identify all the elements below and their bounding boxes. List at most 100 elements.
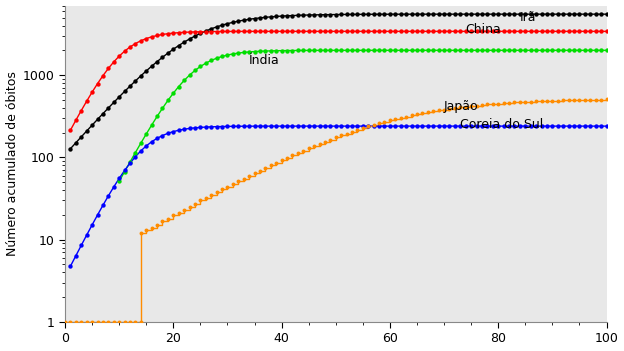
Point: [504, 123, 514, 129]
Point: [206, 26, 216, 32]
Point: [558, 123, 568, 129]
Point: [179, 207, 189, 213]
Point: [179, 78, 189, 83]
Point: [444, 106, 454, 112]
Point: [260, 28, 270, 34]
Point: [206, 124, 216, 130]
Point: [276, 13, 286, 19]
Point: [152, 33, 162, 38]
Point: [331, 47, 341, 53]
Point: [104, 105, 114, 111]
Point: [461, 28, 470, 34]
Point: [472, 11, 482, 17]
Point: [293, 13, 303, 18]
Point: [92, 212, 102, 218]
Point: [602, 123, 612, 129]
Point: [163, 98, 173, 103]
Point: [250, 171, 260, 176]
Point: [391, 116, 401, 122]
Point: [185, 36, 195, 42]
Point: [472, 103, 482, 108]
Point: [439, 28, 449, 34]
Point: [120, 169, 130, 174]
Point: [282, 28, 292, 34]
Point: [580, 28, 590, 34]
Point: [407, 112, 417, 118]
Point: [531, 11, 541, 17]
Point: [379, 28, 389, 34]
Point: [428, 108, 438, 114]
Point: [499, 123, 509, 129]
Point: [379, 47, 389, 53]
Point: [282, 155, 292, 161]
Point: [239, 124, 249, 129]
Point: [347, 129, 357, 134]
Point: [288, 153, 298, 158]
Point: [217, 22, 227, 28]
Point: [244, 28, 254, 34]
Point: [298, 28, 308, 34]
Point: [114, 94, 124, 100]
Point: [450, 105, 460, 111]
Point: [309, 123, 319, 129]
Point: [320, 47, 330, 53]
Point: [223, 184, 233, 190]
Point: [553, 11, 563, 17]
Point: [369, 123, 379, 129]
Point: [109, 184, 119, 190]
Point: [596, 28, 606, 34]
Point: [223, 29, 233, 34]
Point: [190, 68, 200, 73]
Point: [271, 160, 281, 166]
Point: [407, 47, 417, 53]
Point: [98, 73, 108, 79]
Point: [472, 47, 482, 53]
Point: [466, 123, 476, 129]
Point: [537, 123, 547, 129]
Point: [92, 117, 102, 122]
Point: [298, 48, 308, 53]
Point: [547, 11, 557, 17]
Point: [212, 29, 222, 34]
Point: [136, 230, 146, 236]
Point: [353, 47, 363, 53]
Point: [98, 319, 108, 325]
Point: [168, 212, 178, 218]
Point: [466, 103, 476, 109]
Point: [195, 125, 205, 130]
Point: [331, 28, 341, 34]
Point: [423, 47, 433, 53]
Point: [255, 168, 265, 173]
Point: [401, 47, 411, 53]
Point: [336, 12, 346, 17]
Point: [472, 123, 482, 129]
Point: [575, 97, 585, 103]
Point: [309, 48, 319, 53]
Point: [163, 31, 173, 37]
Point: [173, 30, 183, 35]
Point: [298, 148, 308, 153]
Point: [596, 11, 606, 17]
Point: [136, 140, 146, 146]
Point: [417, 110, 427, 116]
Point: [363, 47, 373, 53]
Point: [266, 163, 276, 168]
Point: [423, 28, 433, 34]
Point: [363, 124, 373, 129]
Point: [125, 319, 135, 325]
Point: [190, 125, 200, 131]
Point: [353, 127, 363, 133]
Point: [558, 28, 568, 34]
Point: [369, 122, 379, 128]
Point: [450, 28, 460, 34]
Point: [250, 49, 260, 54]
Point: [314, 48, 324, 53]
Point: [136, 319, 146, 325]
Y-axis label: Número acumulado de óbitos: Número acumulado de óbitos: [6, 71, 19, 256]
Point: [515, 123, 525, 129]
Point: [563, 47, 573, 53]
Point: [456, 11, 466, 17]
Point: [92, 319, 102, 325]
Text: Irã: Irã: [520, 11, 537, 24]
Point: [341, 47, 351, 53]
